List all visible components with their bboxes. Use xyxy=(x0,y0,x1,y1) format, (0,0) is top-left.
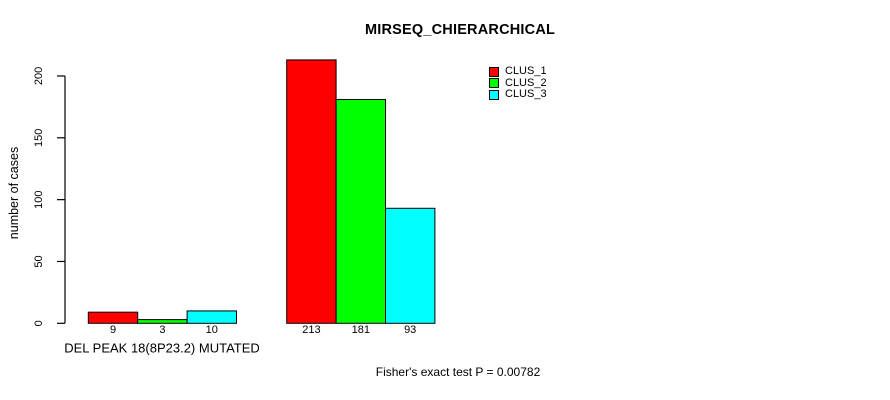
y-tick-label: 0 xyxy=(33,320,45,326)
legend-label: CLUS_3 xyxy=(505,88,547,101)
legend-label: CLUS_1 xyxy=(505,65,547,78)
legend: CLUS_1 CLUS_2 CLUS_3 xyxy=(489,66,547,101)
legend-swatch-clus_3 xyxy=(489,89,499,100)
bar-value-label: 181 xyxy=(352,324,370,336)
bar-value-label: 9 xyxy=(110,324,116,336)
x-axis-group-label: DEL PEAK 18(8P23.2) MUTATED xyxy=(64,340,260,356)
bar-clus_1-group2 xyxy=(286,59,337,324)
bar-value-label: 93 xyxy=(404,324,416,336)
y-tick-label: 50 xyxy=(33,255,45,267)
bar-value-label: 3 xyxy=(159,324,165,336)
y-tick-label: 200 xyxy=(33,67,45,85)
bar-value-label: 213 xyxy=(302,324,320,336)
y-tick-label: 100 xyxy=(33,190,45,208)
legend-row: CLUS_3 xyxy=(489,89,547,101)
bar-clus_3-group2 xyxy=(385,207,436,324)
legend-row: CLUS_2 xyxy=(489,76,547,90)
chart-title: MIRSEQ_CHIERARCHICAL xyxy=(364,22,556,38)
bar-clus_2-group2 xyxy=(335,98,387,324)
bar-clus_1-group1 xyxy=(87,311,139,324)
legend-row: CLUS_1 xyxy=(489,66,547,78)
legend-label: CLUS_2 xyxy=(505,76,547,89)
legend-swatch-clus_1 xyxy=(489,66,499,77)
bar-value-label: 10 xyxy=(206,324,218,336)
bar-clus_3-group1 xyxy=(186,310,238,324)
stat-annotation: Fisher's exact test P = 0.00782 xyxy=(375,365,541,379)
bar-clus_2-group1 xyxy=(137,319,188,324)
y-tick-label: 150 xyxy=(33,129,45,147)
legend-swatch-clus_2 xyxy=(489,78,499,89)
